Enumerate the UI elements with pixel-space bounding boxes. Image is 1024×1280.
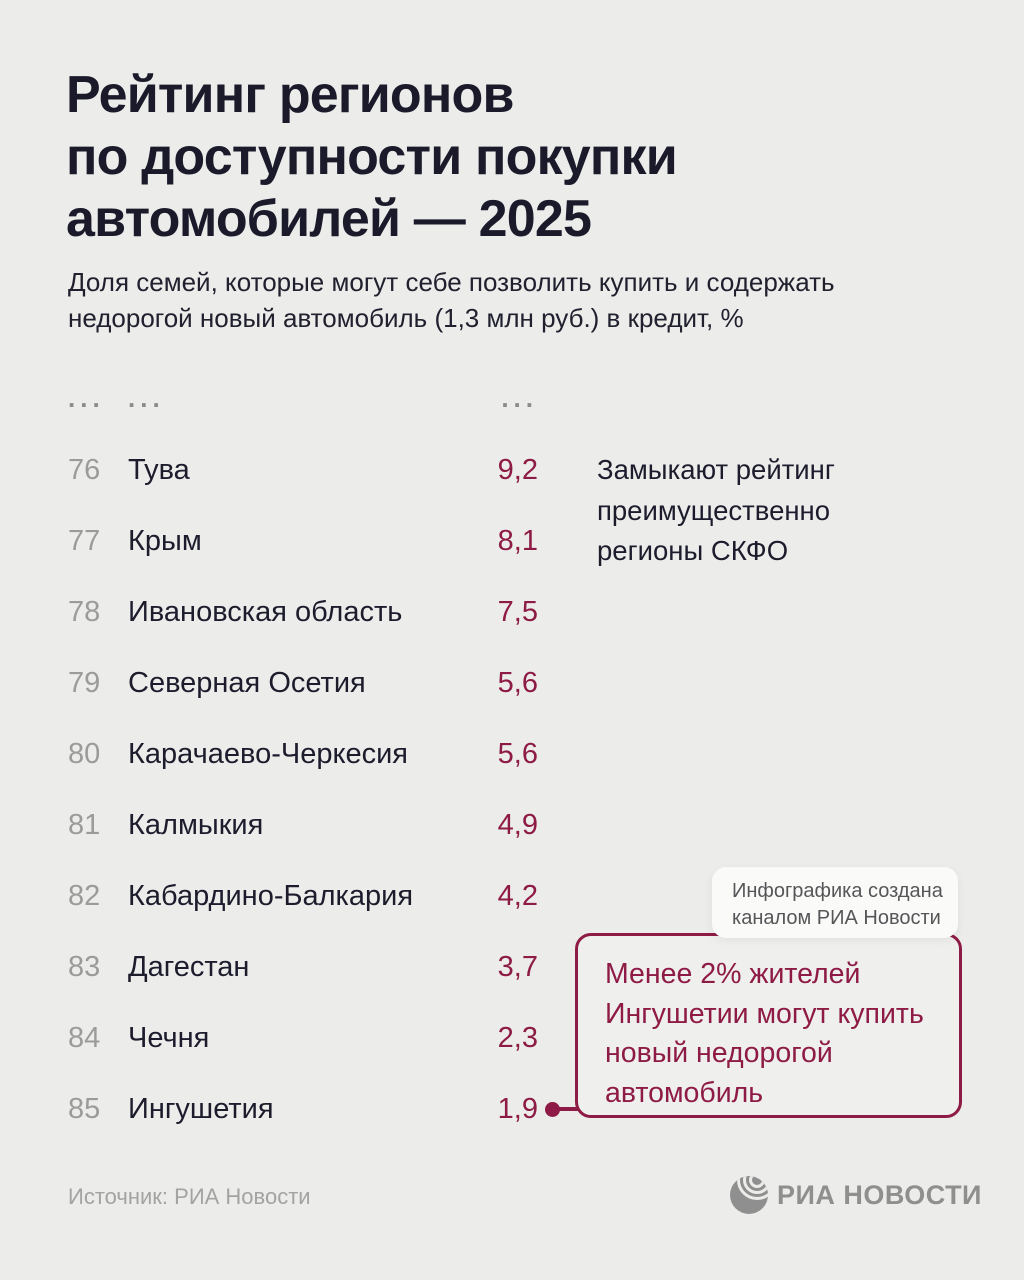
row-region: Тува bbox=[128, 454, 190, 486]
row-value: 1,9 bbox=[497, 1093, 538, 1125]
callout-connector-line bbox=[552, 1107, 578, 1111]
callout-connector-dot bbox=[545, 1102, 560, 1117]
row-region: Ивановская область bbox=[128, 596, 403, 628]
row-rank: 77 bbox=[68, 525, 101, 557]
row-value: 7,5 bbox=[497, 596, 538, 628]
row-rank: 84 bbox=[68, 1022, 101, 1054]
annotation-skfo: Замыкают рейтинг преимущественно регионы… bbox=[597, 454, 835, 566]
table-row: 80 Карачаево-Черкесия 5,6 bbox=[68, 719, 538, 790]
row-value: 2,3 bbox=[497, 1022, 538, 1054]
table-row: 85 Ингушетия 1,9 bbox=[68, 1074, 538, 1145]
row-region: Карачаево-Черкесия bbox=[128, 738, 409, 770]
table-row: 76 Тува 9,2 bbox=[68, 435, 538, 506]
ria-novosti-logo: РИА НОВОСТИ bbox=[730, 1176, 982, 1214]
row-region: Крым bbox=[128, 525, 202, 557]
page-subtitle: Доля семей, которые могут себе позволить… bbox=[68, 267, 835, 333]
globe-icon bbox=[730, 1176, 768, 1214]
truncation-ellipsis-value: ... bbox=[501, 383, 538, 413]
row-rank: 83 bbox=[68, 951, 101, 983]
truncation-ellipsis-rank: ... bbox=[68, 383, 105, 413]
ranking-list: ... ... ... 76 Тува 9,2 77 Крым 8,1 78 И… bbox=[68, 383, 538, 1145]
table-row: 81 Калмыкия 4,9 bbox=[68, 790, 538, 861]
row-region: Ингушетия bbox=[128, 1093, 274, 1125]
table-row: 77 Крым 8,1 bbox=[68, 506, 538, 577]
row-rank: 82 bbox=[68, 880, 101, 912]
table-row: 79 Северная Осетия 5,6 bbox=[68, 648, 538, 719]
row-value: 9,2 bbox=[497, 454, 538, 486]
row-region: Северная Осетия bbox=[128, 667, 366, 699]
row-value: 5,6 bbox=[497, 738, 538, 770]
row-region: Кабардино-Балкария bbox=[128, 880, 414, 912]
row-rank: 80 bbox=[68, 738, 101, 770]
row-value: 4,9 bbox=[497, 809, 538, 841]
table-row: 83 Дагестан 3,7 bbox=[68, 932, 538, 1003]
source-label: Источник: РИА Новости bbox=[68, 1184, 311, 1209]
callout-box: Менее 2% жителей Ингушетии могут купить … bbox=[575, 933, 962, 1118]
row-rank: 81 bbox=[68, 809, 101, 841]
row-value: 5,6 bbox=[497, 667, 538, 699]
row-region: Чечня bbox=[128, 1022, 210, 1054]
row-rank: 78 bbox=[68, 596, 101, 628]
row-value: 8,1 bbox=[497, 525, 538, 557]
table-row: 84 Чечня 2,3 bbox=[68, 1003, 538, 1074]
credit-tooltip: Инфографика создана каналом РИА Новости bbox=[712, 867, 958, 938]
table-row: 82 Кабардино-Балкария 4,2 bbox=[68, 861, 538, 932]
page-title: Рейтинг регионов по доступности покупки … bbox=[66, 66, 678, 248]
callout-text: Менее 2% жителей Ингушетии могут купить … bbox=[605, 958, 924, 1109]
ria-logo-text: РИА НОВОСТИ bbox=[777, 1179, 982, 1210]
row-value: 3,7 bbox=[497, 951, 538, 983]
row-value: 4,2 bbox=[497, 880, 538, 912]
table-row: 78 Ивановская область 7,5 bbox=[68, 577, 538, 648]
row-region: Дагестан bbox=[128, 951, 250, 983]
truncation-ellipsis-region: ... bbox=[128, 383, 165, 413]
row-rank: 76 bbox=[68, 454, 101, 486]
truncation-row: ... ... ... bbox=[68, 383, 538, 413]
row-rank: 85 bbox=[68, 1093, 101, 1125]
row-region: Калмыкия bbox=[128, 809, 264, 841]
row-rank: 79 bbox=[68, 667, 101, 699]
